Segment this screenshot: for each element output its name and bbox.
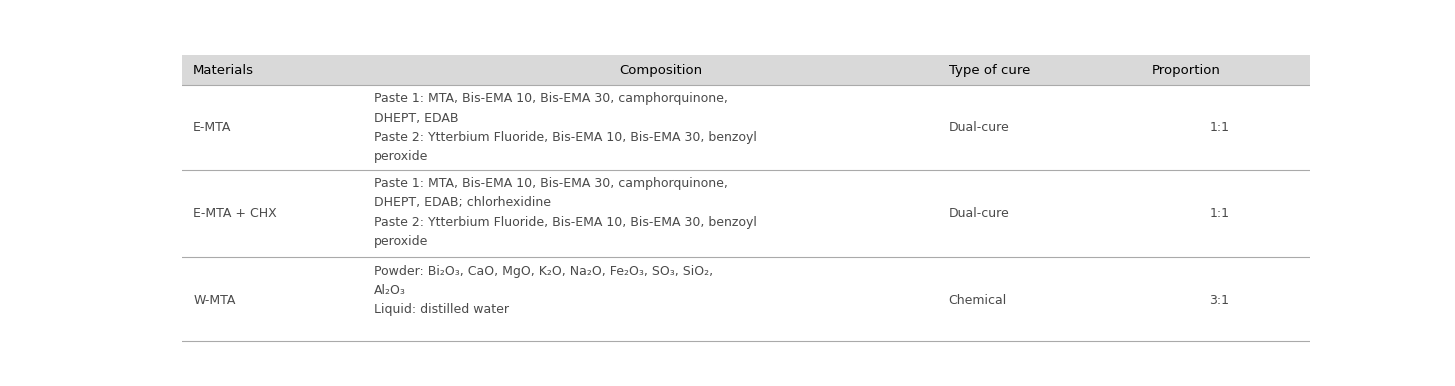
Text: DHEPT, EDAB; chlorhexidine: DHEPT, EDAB; chlorhexidine [374, 196, 550, 210]
Text: E-MTA + CHX: E-MTA + CHX [194, 207, 276, 220]
Text: Proportion: Proportion [1152, 64, 1221, 76]
Text: Powder: Bi₂O₃, CaO, MgO, K₂O, Na₂O, Fe₂O₃, SO₃, SiO₂,: Powder: Bi₂O₃, CaO, MgO, K₂O, Na₂O, Fe₂O… [374, 265, 713, 278]
Text: Paste 1: MTA, Bis-EMA 10, Bis-EMA 30, camphorquinone,: Paste 1: MTA, Bis-EMA 10, Bis-EMA 30, ca… [374, 92, 728, 105]
Text: Composition: Composition [620, 64, 703, 76]
Text: Al₂O₃: Al₂O₃ [374, 284, 406, 297]
Text: 1:1: 1:1 [1209, 207, 1229, 220]
Text: E-MTA: E-MTA [194, 121, 231, 134]
Text: Materials: Materials [194, 64, 255, 76]
Text: 1:1: 1:1 [1209, 121, 1229, 134]
Text: peroxide: peroxide [374, 151, 428, 163]
Text: Dual-cure: Dual-cure [949, 121, 1010, 134]
Text: DHEPT, EDAB: DHEPT, EDAB [374, 112, 458, 125]
Text: Dual-cure: Dual-cure [949, 207, 1010, 220]
Text: W-MTA: W-MTA [194, 294, 236, 307]
Text: 3:1: 3:1 [1209, 294, 1229, 307]
Bar [182, 55, 1310, 85]
Text: peroxide: peroxide [374, 235, 428, 248]
Text: Paste 2: Ytterbium Fluoride, Bis-EMA 10, Bis-EMA 30, benzoyl: Paste 2: Ytterbium Fluoride, Bis-EMA 10,… [374, 131, 757, 144]
Text: Type of cure: Type of cure [949, 64, 1030, 76]
Text: Liquid: distilled water: Liquid: distilled water [374, 303, 509, 317]
Text: Paste 2: Ytterbium Fluoride, Bis-EMA 10, Bis-EMA 30, benzoyl: Paste 2: Ytterbium Fluoride, Bis-EMA 10,… [374, 216, 757, 229]
Text: Paste 1: MTA, Bis-EMA 10, Bis-EMA 30, camphorquinone,: Paste 1: MTA, Bis-EMA 10, Bis-EMA 30, ca… [374, 177, 728, 190]
Text: Chemical: Chemical [949, 294, 1007, 307]
